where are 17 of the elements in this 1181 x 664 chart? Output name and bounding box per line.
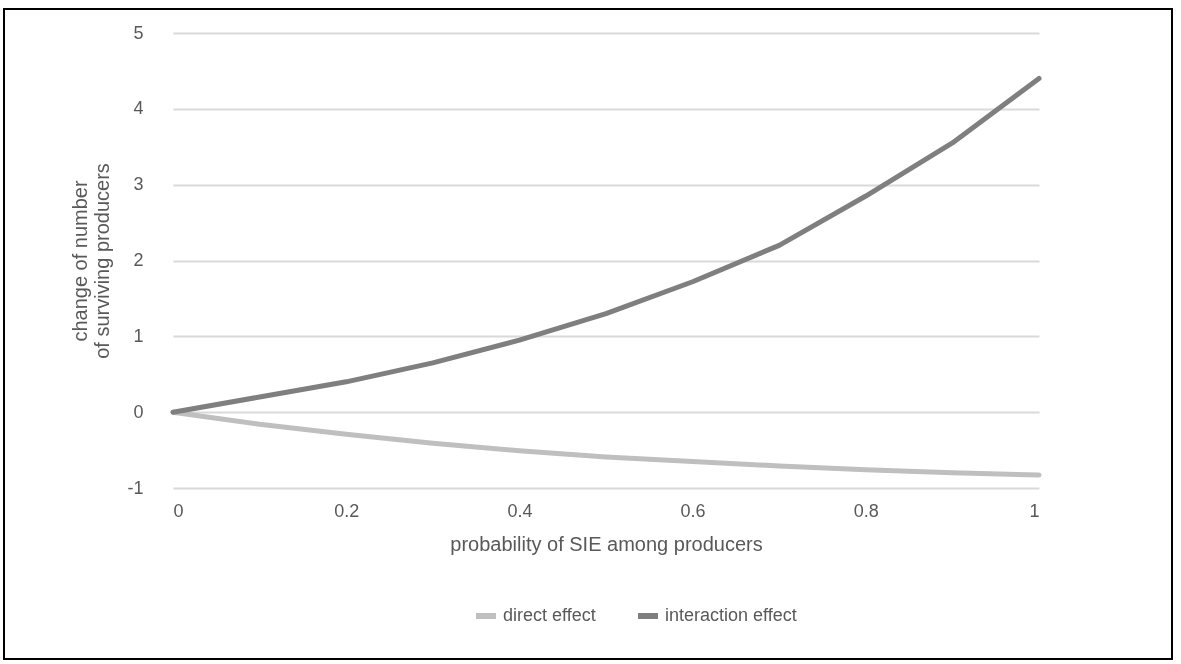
- x-tick-label: 0.8: [853, 500, 879, 521]
- x-tick-label: 0.4: [507, 500, 533, 521]
- y-tick-label: 4: [133, 98, 144, 119]
- x-axis-title: probability of SIE among producers: [450, 532, 763, 555]
- y-tick-label: -1: [127, 477, 144, 498]
- x-tick-label: 0.6: [680, 500, 706, 521]
- x-tick-label: 0.2: [334, 500, 360, 521]
- x-tick-label: 0: [173, 500, 184, 521]
- y-axis-title: change of number of surviving producers: [69, 163, 114, 359]
- legend-label: interaction effect: [665, 605, 797, 625]
- x-tick-label: 1: [1029, 500, 1040, 521]
- y-tick-label: 2: [133, 250, 144, 270]
- y-tick-label: 0: [133, 401, 144, 422]
- legend-label: direct effect: [503, 605, 596, 625]
- y-tick-label: 3: [133, 174, 144, 195]
- y-tick-label: 5: [133, 22, 144, 43]
- y-tick-label: 1: [133, 325, 144, 346]
